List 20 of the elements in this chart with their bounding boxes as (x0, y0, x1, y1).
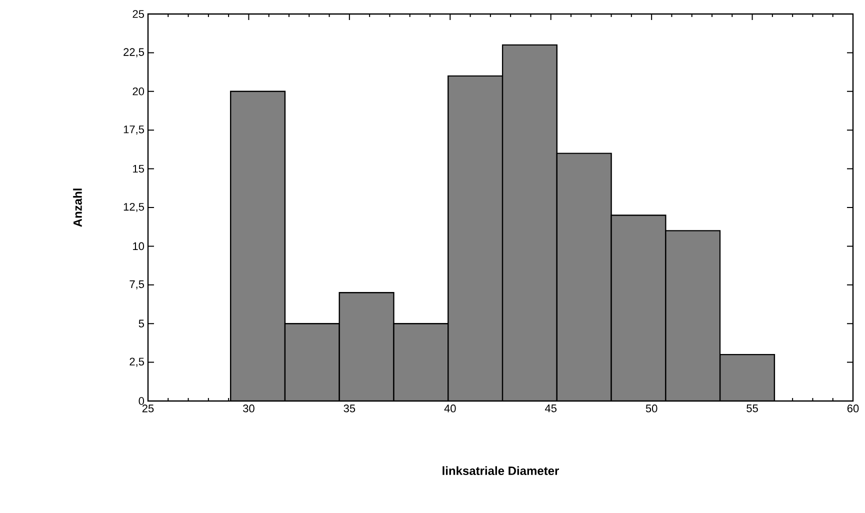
y-tick-label: 25 (132, 10, 144, 18)
y-tick-label: 12,5 (124, 202, 144, 212)
x-axis-title: linksatriale Diameter (442, 466, 559, 476)
y-tick-label: 5 (138, 320, 144, 328)
y-tick-label: 10 (133, 242, 144, 250)
y-tick-label: 22,5 (124, 48, 144, 58)
y-tick-label: 7,5 (130, 280, 144, 290)
x-tick-label: 35 (344, 404, 356, 412)
x-tick-label: 55 (746, 404, 758, 412)
x-tick-label: 60 (847, 404, 859, 412)
y-axis-title: Anzahl (73, 188, 82, 227)
x-tick-label: 40 (444, 404, 456, 412)
x-tick-label: 30 (243, 404, 254, 412)
y-tick-label: 20 (132, 88, 144, 96)
y-tick-label: 2,5 (130, 358, 144, 367)
y-tick-label: 0 (138, 397, 144, 405)
y-tick-label: 15 (133, 164, 144, 173)
x-tick-label: 45 (544, 404, 557, 412)
y-tick-label: 17,5 (124, 126, 144, 135)
x-tick-label: 50 (646, 404, 658, 412)
